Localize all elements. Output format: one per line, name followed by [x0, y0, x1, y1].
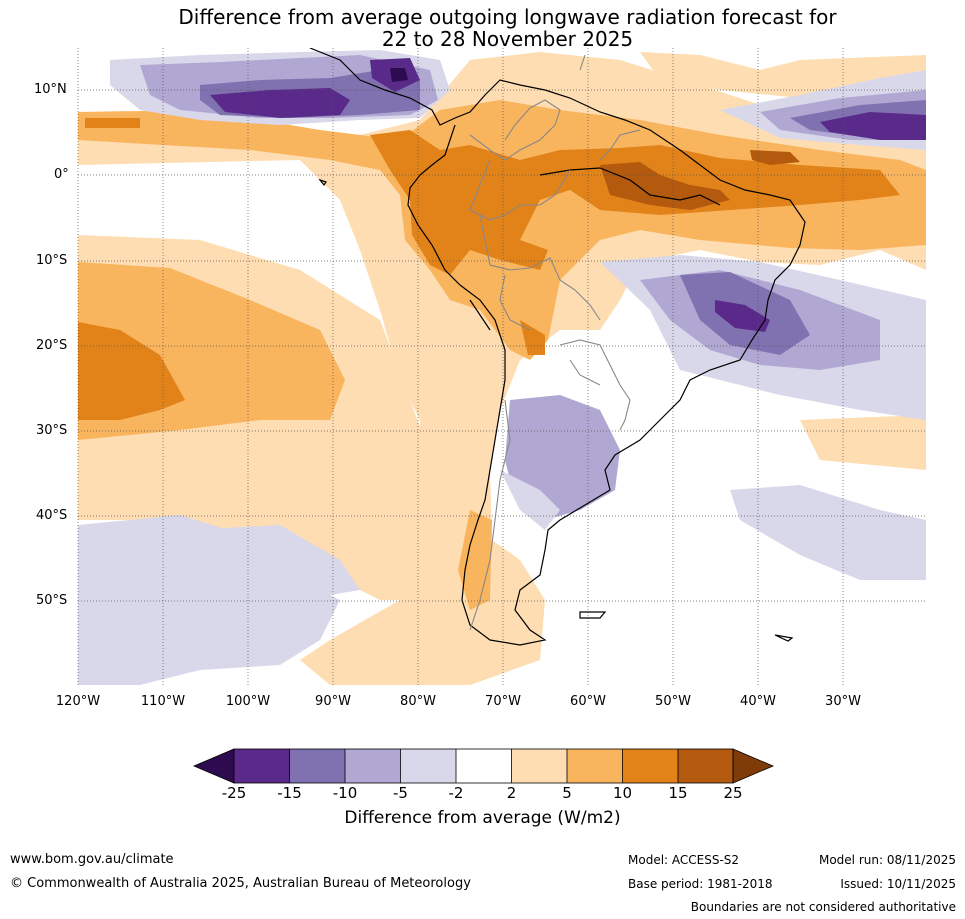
colorbar-bin-3 [345, 749, 401, 783]
lat-label-20s: 20°S [36, 338, 68, 353]
coastline [309, 48, 806, 646]
footer-url[interactable]: www.bom.gov.au/climate [10, 852, 174, 867]
lat-label-30s: 30°S [36, 423, 68, 438]
colorbar-bin-6 [511, 749, 567, 783]
footer-issued: Issued: 10/11/2025 [840, 877, 956, 891]
lon-label-50w: 50°W [655, 694, 691, 709]
lat-label-50s: 50°S [36, 593, 68, 608]
colorbar [192, 748, 775, 784]
colorbar-tick: 5 [562, 784, 572, 802]
lon-label-60w: 60°W [570, 694, 606, 709]
colorbar-tick: -2 [448, 784, 464, 802]
footer-disclaimer: Boundaries are not considered authoritat… [690, 900, 956, 914]
colorbar-title: Difference from average (W/m2) [344, 808, 621, 828]
lat-label-0: 0° [54, 167, 69, 182]
lat-label-40s: 40°S [36, 508, 68, 523]
lon-label-100w: 100°W [225, 694, 271, 709]
lon-label-80w: 80°W [400, 694, 436, 709]
colorbar-bin-9 [678, 749, 733, 783]
colorbar-bin-4 [400, 749, 456, 783]
footer-base-period: Base period: 1981-2018 [628, 877, 773, 891]
lon-label-70w: 70°W [485, 694, 521, 709]
colorbar-bin-1 [234, 749, 290, 783]
chart-title-line1: Difference from average outgoing longwav… [178, 5, 837, 29]
colorbar-bin-5 [456, 749, 512, 783]
chart-title-line2: 22 to 28 November 2025 [381, 27, 634, 51]
colorbar-bin-7 [567, 749, 623, 783]
lat-label-10s: 10°S [36, 253, 68, 268]
lon-label-120w: 120°W [55, 694, 101, 709]
colorbar-bin-2 [289, 749, 345, 783]
country-borders [469, 54, 641, 631]
colorbar-tick: -25 [221, 784, 247, 802]
footer-model-run: Model run: 08/11/2025 [818, 853, 956, 867]
colorbar-bin-8 [622, 749, 678, 783]
anomaly-field [78, 48, 926, 685]
footer-model: Model: ACCESS-S2 [628, 853, 740, 867]
colorbar-tick: -5 [393, 784, 408, 802]
lon-label-30w: 30°W [825, 694, 861, 709]
footer-copyright: © Commonwealth of Australia 2025, Austra… [10, 876, 471, 891]
lon-label-90w: 90°W [315, 694, 351, 709]
lat-label-10n: 10°N [34, 82, 67, 97]
colorbar-tick: 2 [506, 784, 517, 802]
colorbar-tick: 10 [612, 784, 633, 802]
colorbar-extend-high [732, 748, 775, 784]
colorbar-tick: 25 [723, 784, 743, 802]
colorbar-tick: 15 [668, 784, 688, 802]
positive-anomaly-strong [600, 162, 730, 210]
colorbar-extend-low [192, 748, 235, 784]
lon-label-110w: 110°W [140, 694, 186, 709]
colorbar-tick: -15 [277, 784, 302, 802]
colorbar-tick: -10 [332, 784, 358, 802]
lon-label-40w: 40°W [740, 694, 776, 709]
graticule [77, 48, 926, 685]
negative-anomaly-strong [210, 88, 350, 118]
positive-anomaly-dark [370, 130, 900, 275]
